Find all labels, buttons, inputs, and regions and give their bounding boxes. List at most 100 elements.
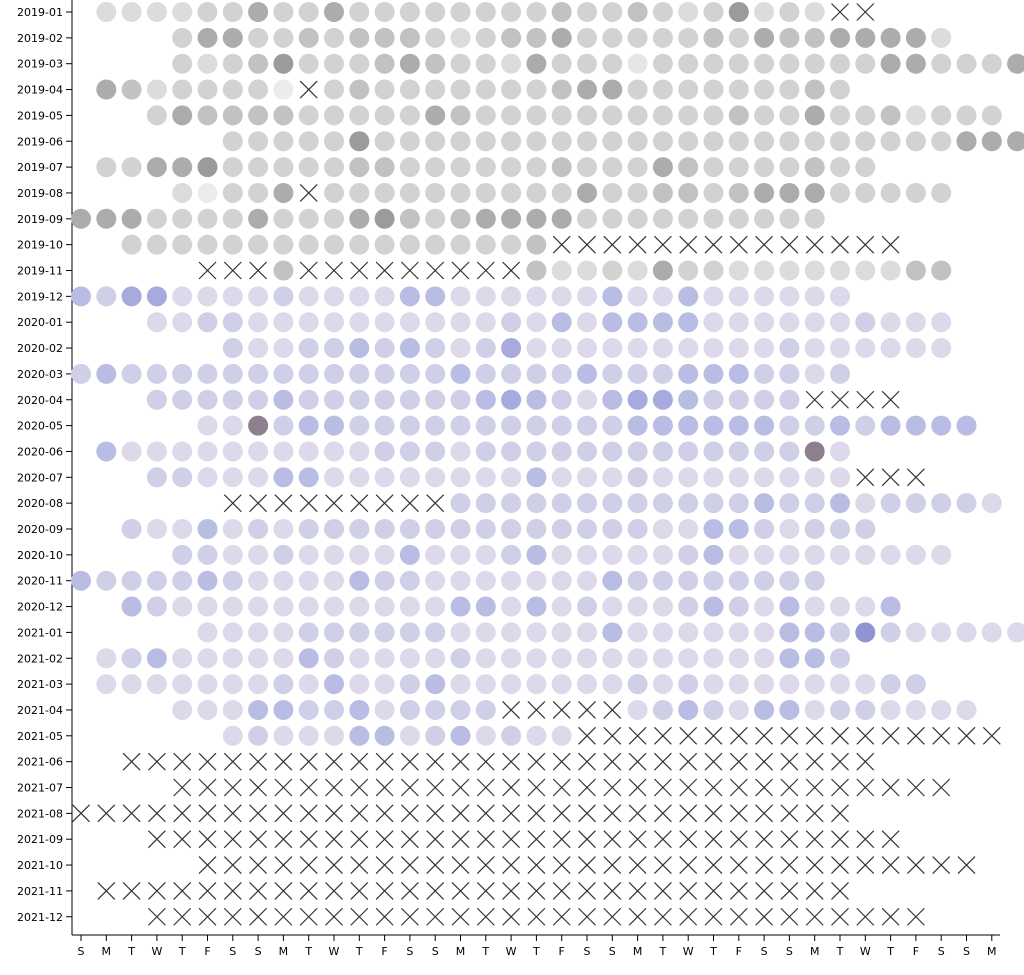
day-cell (804, 519, 825, 539)
day-cell (501, 338, 522, 359)
missing-day-mark (223, 804, 242, 823)
day-cell (804, 260, 825, 281)
day-cell (501, 79, 522, 100)
day-cell (627, 27, 648, 48)
day-cell (577, 519, 597, 539)
day-cell (627, 2, 648, 22)
day-cell (450, 286, 471, 307)
day-cell (172, 234, 193, 255)
missing-day-mark (249, 804, 268, 823)
day-cell (399, 157, 420, 178)
missing-day-mark (704, 235, 723, 254)
missing-day-mark (856, 468, 875, 487)
day-cell (754, 182, 775, 203)
day-cell (830, 53, 850, 74)
day-cell (399, 79, 420, 100)
y-tick-label: 2020-08 (17, 497, 63, 510)
day-cell (475, 79, 496, 100)
day-cell (678, 674, 699, 695)
day-cell (298, 725, 319, 746)
day-cell (804, 674, 825, 695)
day-cell (627, 53, 648, 74)
day-cell (652, 441, 673, 462)
day-cell (197, 596, 218, 617)
day-cell (779, 699, 800, 720)
day-cell (577, 157, 597, 178)
day-cell (577, 79, 597, 100)
day-cell (298, 389, 319, 410)
missing-day-mark (502, 804, 521, 823)
day-cell (197, 2, 218, 22)
day-cell (830, 415, 850, 436)
missing-day-mark (881, 726, 900, 745)
missing-day-mark (755, 235, 774, 254)
day-cell (71, 286, 91, 307)
day-cell (1007, 131, 1024, 152)
missing-day-mark (527, 804, 546, 823)
day-cell (298, 596, 319, 617)
day-cell (855, 53, 876, 74)
x-tick-label: S (786, 945, 793, 958)
day-cell (399, 312, 420, 333)
missing-day-mark (628, 804, 647, 823)
day-cell (501, 182, 522, 203)
day-cell (349, 725, 370, 746)
day-cell (678, 570, 699, 591)
day-cell (526, 2, 547, 22)
day-cell (248, 519, 269, 539)
day-cell (602, 131, 623, 152)
missing-day-mark (249, 752, 268, 771)
day-cell (475, 131, 496, 152)
day-cell (349, 544, 370, 565)
day-cell (526, 234, 547, 255)
day-cell (425, 544, 446, 565)
day-cell (324, 415, 344, 436)
day-cell (425, 389, 446, 410)
day-cell (501, 622, 522, 643)
day-cell (728, 2, 749, 22)
day-cell (273, 131, 294, 152)
x-tick-label: M (279, 945, 289, 958)
day-cell (450, 415, 471, 436)
day-cell (197, 519, 218, 539)
day-cell (855, 157, 876, 178)
missing-day-mark (350, 494, 369, 513)
day-cell (172, 363, 193, 384)
day-cell (501, 493, 522, 514)
day-cell (121, 79, 142, 100)
day-cell (425, 131, 446, 152)
x-tick-label: S (963, 945, 970, 958)
missing-day-mark (350, 881, 369, 900)
day-cell (551, 389, 572, 410)
day-cell (298, 2, 319, 22)
day-cell (577, 441, 597, 462)
day-cell (804, 493, 825, 514)
missing-day-mark (426, 778, 445, 797)
day-cell (425, 363, 446, 384)
day-cell (754, 389, 775, 410)
day-cell (349, 441, 370, 462)
day-cell (172, 570, 193, 591)
day-cell (526, 53, 547, 74)
missing-day-mark (426, 907, 445, 926)
day-cell (374, 389, 395, 410)
day-cell (425, 596, 446, 617)
missing-day-mark (881, 907, 900, 926)
day-cell (703, 622, 724, 643)
missing-day-mark (299, 261, 318, 280)
missing-day-mark (679, 907, 698, 926)
day-cell (399, 286, 420, 307)
day-cell (779, 441, 800, 462)
missing-day-mark (679, 856, 698, 874)
day-cell (627, 389, 648, 410)
day-cell (779, 182, 800, 203)
missing-day-mark (198, 856, 217, 874)
missing-day-mark (881, 830, 900, 849)
day-cell (172, 519, 193, 539)
day-cell (855, 519, 876, 539)
day-cell (298, 415, 319, 436)
day-cell (248, 441, 269, 462)
day-cell (956, 131, 977, 152)
day-cell (754, 544, 775, 565)
day-cell (551, 260, 572, 281)
